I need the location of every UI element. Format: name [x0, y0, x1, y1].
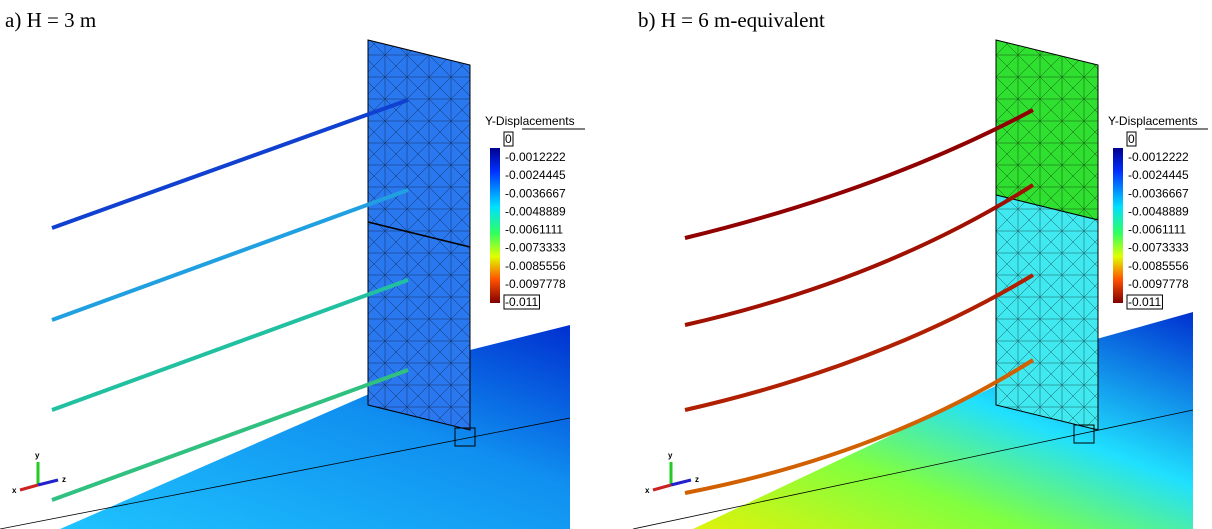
legend-label: -0.0024445 — [1128, 168, 1189, 182]
colorbar — [490, 148, 500, 303]
panel-a: a) H = 3 m Y-Displacements 0 -0.0012222 -0.0… — [0, 8, 585, 529]
footing — [454, 427, 476, 447]
colorbar — [1113, 148, 1123, 303]
legend-label: -0.0036667 — [1128, 186, 1189, 200]
legend-label: -0.0012222 — [505, 150, 566, 164]
anchor — [51, 188, 409, 322]
wall-joint — [367, 221, 471, 248]
legend-label: -0.0024445 — [505, 168, 566, 182]
triad — [652, 462, 692, 492]
triad-label: z — [62, 475, 66, 484]
ground — [0, 325, 570, 529]
legend-label: -0.011 — [1128, 295, 1161, 309]
legend-label: -0.0061111 — [505, 223, 563, 237]
anchor — [684, 358, 1035, 495]
legend-title: Y-Displacements — [1108, 114, 1198, 128]
anchor — [51, 278, 409, 412]
legend-label-box — [1126, 131, 1137, 147]
legend-label: -0.0048889 — [1128, 204, 1189, 218]
anchor — [684, 183, 1035, 327]
ground-edge — [632, 409, 1194, 529]
triad-label: x — [645, 486, 650, 495]
legend-label: -0.0036667 — [505, 186, 566, 200]
legend-label: -0.0048889 — [505, 204, 566, 218]
wall-mesh — [996, 40, 1098, 430]
legend-label: -0.0097778 — [505, 277, 566, 291]
legend-label-box — [503, 294, 540, 310]
legend-label-box — [503, 131, 514, 147]
legend-label: -0.0073333 — [505, 241, 566, 255]
legend-label: -0.0085556 — [1128, 259, 1189, 273]
legend-label: -0.0012222 — [1128, 150, 1189, 164]
legend-label-box — [1126, 294, 1163, 310]
anchor — [684, 108, 1034, 240]
legend-label: -0.0061111 — [1128, 223, 1186, 237]
legend-title: Y-Displacements — [485, 114, 575, 128]
triad-label: z — [695, 475, 699, 484]
triad-label: y — [668, 451, 673, 460]
triad — [19, 462, 59, 492]
legend-label: 0 — [505, 132, 512, 146]
panel-label: b) H = 6 m-equivalent — [638, 8, 825, 32]
anchor — [51, 98, 409, 230]
panel-b: b) H = 6 m-equivalent Y-Displacements 0 -0.… — [632, 8, 1208, 529]
legend-label: -0.0097778 — [1128, 277, 1189, 291]
legend-label: 0 — [1128, 132, 1135, 146]
anchor — [51, 368, 409, 502]
panel-label: a) H = 3 m — [5, 8, 96, 32]
ground — [633, 312, 1193, 529]
triad-label: y — [35, 451, 40, 460]
legend-label: -0.0085556 — [505, 259, 566, 273]
legend-label: -0.0073333 — [1128, 241, 1189, 255]
anchor — [684, 273, 1035, 412]
triad-label: x — [12, 486, 17, 495]
footing — [1073, 424, 1095, 444]
legend-label: -0.011 — [505, 295, 538, 309]
